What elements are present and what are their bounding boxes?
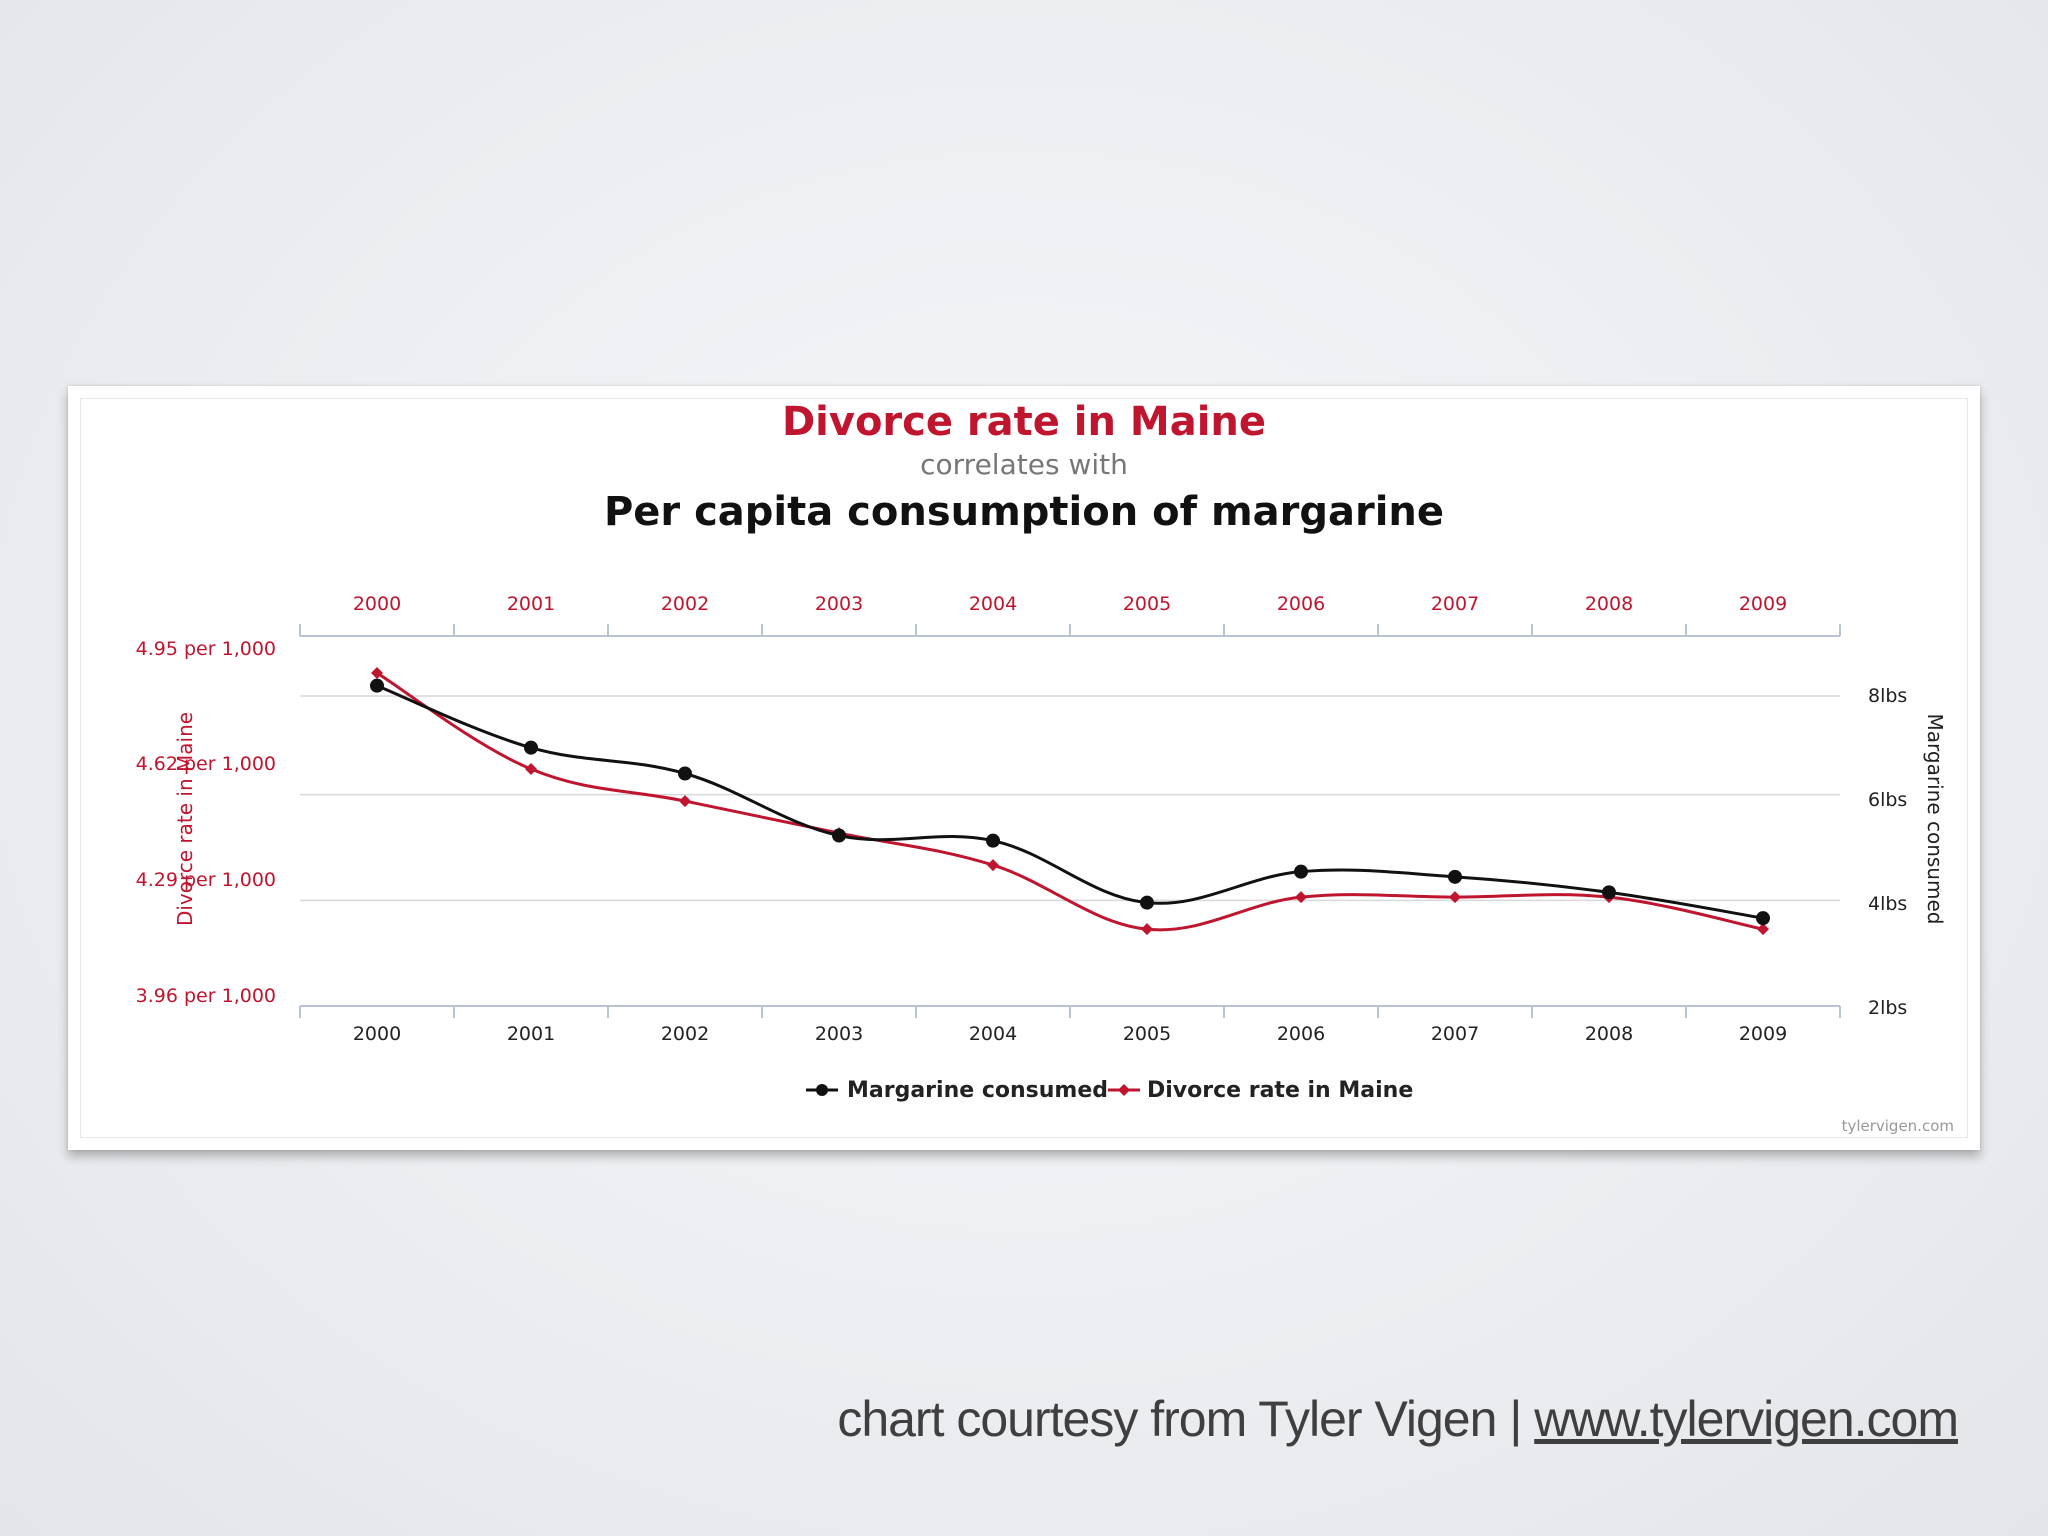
- bottom-x-tick-label: 2003: [815, 1023, 863, 1045]
- margarine-point: [524, 740, 538, 755]
- margarine-point: [1448, 869, 1462, 884]
- right-y-tick-label: 8lbs: [1868, 685, 1907, 707]
- chart-frame: [80, 398, 1968, 1138]
- margarine-point: [1602, 885, 1616, 900]
- bottom-x-tick-label: 2004: [969, 1023, 1017, 1045]
- top-x-tick-label: 2000: [353, 593, 401, 615]
- top-x-tick-label: 2001: [507, 593, 555, 615]
- chart-title: Divorce rate in Maine: [782, 399, 1266, 445]
- top-x-tick-label: 2004: [969, 593, 1017, 615]
- left-y-tick-label: 3.96 per 1,000: [136, 985, 276, 1007]
- top-x-tick-label: 2005: [1123, 593, 1171, 615]
- bottom-x-tick-label: 2005: [1123, 1023, 1171, 1045]
- top-x-tick-label: 2006: [1277, 593, 1325, 615]
- bottom-x-tick-label: 2001: [507, 1023, 555, 1045]
- bottom-x-tick-label: 2009: [1739, 1023, 1787, 1045]
- top-x-tick-label: 2009: [1739, 593, 1787, 615]
- legend-margarine-label: Margarine consumed: [847, 1078, 1108, 1103]
- top-x-tick-label: 2007: [1431, 593, 1479, 615]
- divorce-point: [1757, 923, 1769, 936]
- chart-card: Divorce rate in Maine correlates with Per …: [68, 386, 1980, 1150]
- divorce-point: [1449, 891, 1461, 904]
- right-axis-title: Margarine consumed: [1923, 714, 1947, 925]
- divorce-point: [1295, 891, 1307, 904]
- legend-divorce-label: Divorce rate in Maine: [1147, 1078, 1413, 1103]
- series-line-divorce: [376, 671, 1764, 932]
- divorce-point: [371, 666, 383, 679]
- left-axis-title: Divorce rate in Maine: [173, 712, 197, 926]
- divorce-point: [987, 859, 999, 872]
- divorce-point: [525, 763, 537, 776]
- bottom-x-tick-label: 2007: [1431, 1023, 1479, 1045]
- chart-subtitle: correlates with: [920, 448, 1128, 481]
- bottom-x-tick-label: 2006: [1277, 1023, 1325, 1045]
- chart-title-2: Per capita consumption of margarine: [604, 489, 1444, 535]
- credit-link[interactable]: www.tylervigen.com: [1534, 1391, 1959, 1447]
- divorce-point: [1141, 923, 1153, 936]
- margarine-point: [986, 833, 1000, 848]
- margarine-point: [1294, 864, 1308, 879]
- series-line-margarine: [376, 684, 1764, 920]
- credit-line: chart courtesy from Tyler Vigen | www.ty…: [837, 1390, 1959, 1448]
- bottom-x-tick-label: 2002: [661, 1023, 709, 1045]
- watermark: tylervigen.com: [1842, 1117, 1954, 1135]
- margarine-point: [832, 828, 846, 843]
- right-y-tick-label: 2lbs: [1868, 997, 1907, 1019]
- margarine-point: [370, 678, 384, 693]
- credit-text: chart courtesy from Tyler Vigen |: [837, 1391, 1535, 1447]
- legend-divorce-marker: [1118, 1084, 1130, 1096]
- right-y-tick-label: 6lbs: [1868, 789, 1907, 811]
- left-y-tick-label: 4.62 per 1,000: [136, 753, 276, 775]
- left-y-tick-label: 4.29 per 1,000: [136, 869, 276, 891]
- margarine-point: [1140, 895, 1154, 910]
- right-y-tick-label: 4lbs: [1868, 893, 1907, 915]
- bottom-x-tick-label: 2008: [1585, 1023, 1633, 1045]
- legend-margarine-marker: [816, 1084, 828, 1096]
- top-x-tick-label: 2002: [661, 593, 709, 615]
- bottom-x-tick-label: 2000: [353, 1023, 401, 1045]
- margarine-point: [678, 766, 692, 781]
- top-x-tick-label: 2008: [1585, 593, 1633, 615]
- top-x-tick-label: 2003: [815, 593, 863, 615]
- margarine-point: [1756, 911, 1770, 926]
- divorce-point: [679, 795, 691, 808]
- left-y-tick-label: 4.95 per 1,000: [136, 638, 276, 660]
